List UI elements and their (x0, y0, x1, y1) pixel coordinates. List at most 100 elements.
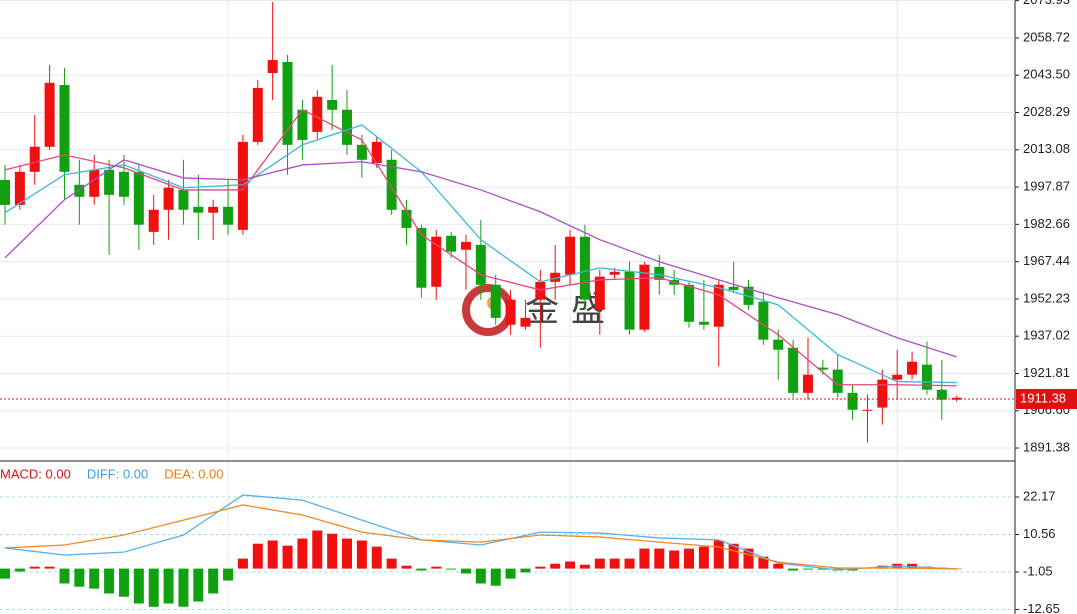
macd-bar (193, 568, 204, 602)
macd-bar (460, 568, 471, 574)
candle-body (178, 189, 189, 210)
last-price-box (1016, 389, 1077, 410)
candle-body (594, 276, 605, 310)
y-tick-label: 2073.93 (1023, 0, 1070, 7)
macd-bar (74, 568, 85, 587)
macd-bar (639, 548, 650, 569)
candle-body (193, 206, 204, 213)
candle-body (148, 209, 159, 232)
macd-bar (163, 568, 174, 604)
macd-bar (44, 566, 55, 569)
candle-body (312, 96, 323, 132)
candle-body (371, 141, 382, 163)
y-tick-label: 2058.72 (1023, 29, 1070, 44)
candle-body (104, 169, 115, 195)
macd-bar (327, 533, 338, 569)
candle-body (386, 159, 397, 210)
macd-bar (698, 546, 709, 569)
candle-body (698, 321, 709, 325)
candle-body (832, 369, 843, 393)
macd-bar (713, 540, 724, 569)
candle-body (505, 299, 516, 325)
candle-body (713, 284, 724, 327)
y-tick-label: -12.65 (1023, 601, 1060, 614)
macd-bar (490, 568, 501, 586)
candle-body (44, 82, 55, 147)
candle-body (163, 187, 174, 210)
candle-body (788, 347, 799, 393)
candle-body (520, 317, 531, 327)
candle-body (118, 171, 129, 197)
candle-body (0, 179, 10, 205)
macd-bar (609, 558, 620, 569)
macd-bar (758, 556, 769, 569)
macd-bar (788, 568, 799, 571)
candle-body (802, 374, 813, 393)
macd-label: DEA: 0.00 (164, 466, 223, 481)
ma-line (4, 494, 957, 571)
macd-bar (386, 558, 397, 569)
y-tick-label: 1997.87 (1023, 179, 1070, 194)
candle-body (29, 146, 40, 172)
candle-body (14, 171, 25, 205)
candle-body (877, 379, 888, 408)
ma-line (4, 159, 957, 358)
candle-body (565, 236, 576, 275)
macd-bar (535, 566, 546, 569)
macd-bar (728, 543, 739, 569)
macd-bar (252, 543, 263, 569)
y-tick-label: 2028.29 (1023, 104, 1070, 119)
macd-bar (802, 568, 813, 570)
macd-bar (14, 568, 25, 572)
candle-body (89, 169, 100, 197)
y-tick-label: 10.56 (1023, 526, 1056, 541)
macd-bar (89, 568, 100, 589)
macd-bar (401, 565, 412, 569)
candle-body (267, 60, 278, 74)
macd-bar (178, 568, 189, 607)
y-tick-label: 2013.08 (1023, 141, 1070, 156)
macd-label: DIFF: 0.00 (87, 466, 148, 481)
macd-bar (446, 568, 457, 570)
candle-body (282, 62, 293, 145)
candle-body (74, 184, 85, 197)
candle-body (475, 244, 486, 285)
macd-bar (475, 568, 486, 584)
ma-line (4, 504, 957, 570)
macd-bar (59, 568, 70, 584)
watermark-logo (462, 284, 514, 336)
macd-bar (282, 545, 293, 569)
candle-body (416, 227, 427, 288)
candle-body (342, 109, 353, 145)
candle-body (237, 141, 248, 230)
candle-body (847, 392, 858, 410)
candle-body (936, 389, 947, 400)
candle-body (758, 301, 769, 340)
candle-body (684, 284, 695, 322)
candle-body (862, 409, 873, 411)
candle-body (728, 286, 739, 290)
candle-body (460, 241, 471, 250)
candle-body (297, 109, 308, 140)
macd-bar (29, 566, 40, 569)
candle-body (401, 209, 412, 228)
candle-body (535, 281, 546, 300)
macd-bar (297, 538, 308, 569)
macd-bar (505, 568, 516, 579)
candle-body (907, 361, 918, 375)
candle-body (639, 264, 650, 330)
macd-bar (416, 568, 427, 571)
macd-bar (148, 568, 159, 607)
candle-body (654, 266, 665, 280)
y-tick-label: 1891.38 (1023, 439, 1070, 454)
candle-body (817, 367, 828, 370)
candle-body (446, 235, 457, 252)
y-tick-label: 1967.44 (1023, 253, 1070, 268)
candle-body (609, 271, 620, 275)
candle-body (550, 272, 561, 282)
macd-bar (579, 564, 590, 569)
candle-body (223, 206, 234, 225)
macd-bar (371, 546, 382, 569)
macd-bar (594, 558, 605, 569)
